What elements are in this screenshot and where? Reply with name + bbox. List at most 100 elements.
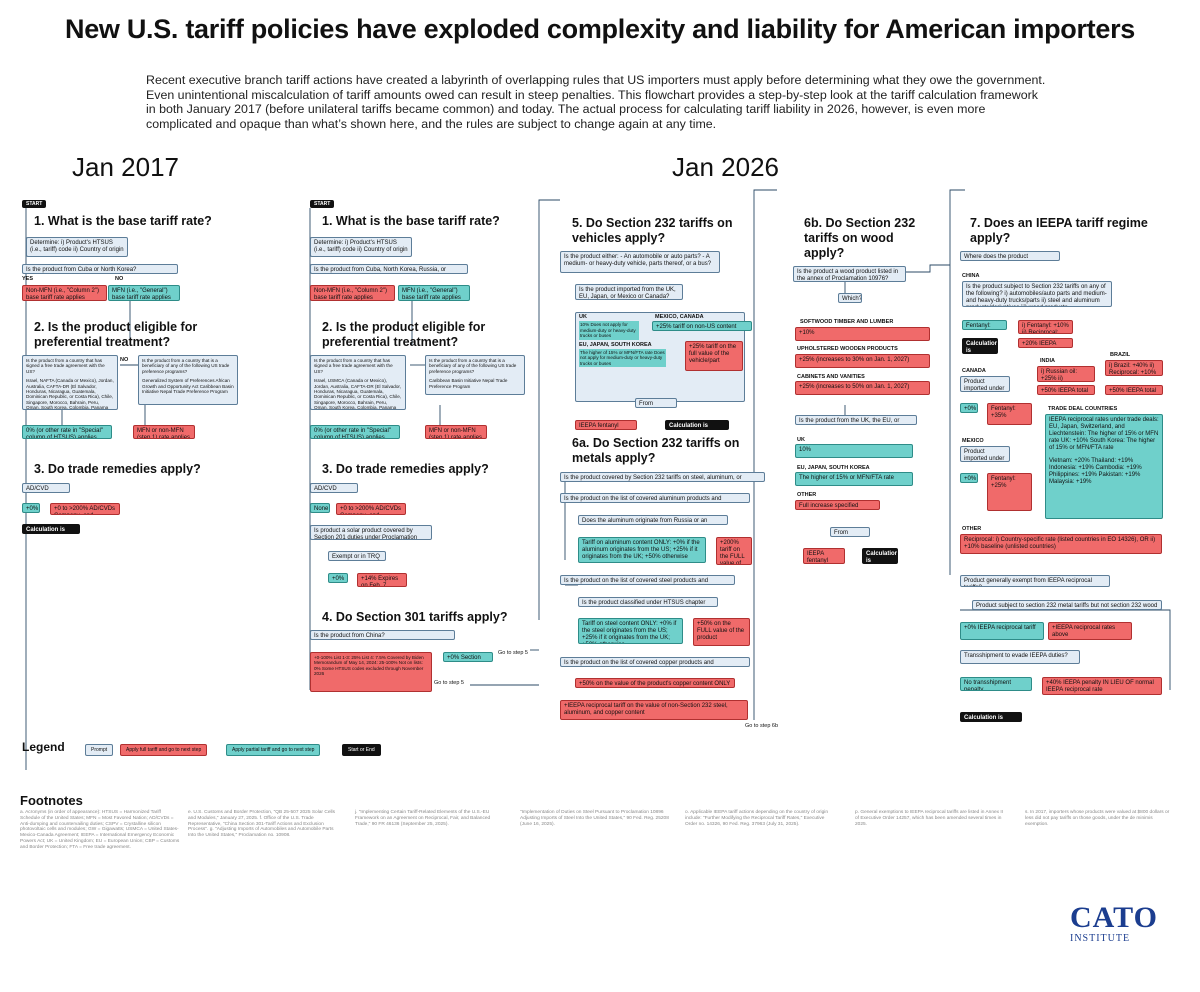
fta-question-2026: Is the product from a country that has s… — [310, 355, 406, 410]
era-2017: Jan 2017 — [72, 152, 179, 182]
step6b-heading: 6b. Do Section 232 tariffs on wood apply… — [804, 216, 916, 260]
brazil-label: BRAZIL — [1110, 352, 1131, 358]
trade-deal-list: Vietnam: +20% Thailand: +19% Indonesia: … — [1049, 458, 1142, 485]
upholstered-rate: +25% (increases to 30% on Jan. 1, 2027) — [795, 354, 930, 368]
preference-program-list: Generalized System of Preferences Africa… — [142, 378, 234, 395]
mfn-step1-rate-2026: MFN or non-MFN (step 1) rate applies — [425, 425, 487, 439]
vehicle-uk-rate: 10% Does not apply for medium-duty or he… — [579, 321, 639, 340]
india-label: INDIA — [1040, 358, 1055, 364]
china-total-rate: +20% IEEPA total — [1018, 338, 1073, 348]
calc-finished-2017: Calculation is finished. — [22, 524, 80, 534]
determine-box-2017: Determine: i) Product's HTSUS (i.e., tar… — [26, 237, 128, 257]
china-calc-finished: Calculation is finished. — [962, 338, 998, 354]
metal-question: Is the product covered by Section 232 ta… — [560, 472, 765, 482]
solar-zero-rate: +0% — [328, 573, 348, 583]
preference-question-text: Is the product from a country that is a … — [429, 358, 517, 374]
footnote-col-4: "Implementation of Duties on Steel Pursu… — [520, 810, 669, 827]
footnote-col-1: a. Acronyms (in order of appearance): HT… — [20, 810, 180, 850]
goto-step5-label: Go to step 5 — [498, 650, 528, 656]
footnote-col-2: e. U.S. Customs and Border Protection, "… — [188, 810, 336, 839]
mexico-zero-rate: +0% — [960, 473, 978, 483]
vehicle-full-rate: +25% tariff on the full value of the veh… — [685, 341, 743, 371]
wood-question: Is the product a wood product listed in … — [793, 266, 906, 282]
ch72-question: Is the product classified under HTSUS ch… — [578, 597, 718, 607]
origin-question: Where does the product originate? — [960, 251, 1060, 261]
wood-other-label: OTHER — [797, 492, 817, 498]
step4-2026-heading: 4. Do Section 301 tariffs apply? — [322, 610, 508, 624]
solar-14-rate: +14% Expires on Feb. 7, 2026 — [357, 573, 407, 587]
cuba-question-2017: Is the product from Cuba or North Korea? — [22, 264, 178, 274]
cabinets-label: CABINETS AND VANITIES — [797, 374, 865, 380]
no-penalty: No transshipment penalty — [960, 677, 1032, 691]
footnote-col-6: p. General exemptions to IEEPA reciproca… — [855, 810, 1004, 827]
china-question-301: Is the product from China? — [310, 630, 455, 640]
adcvd-rate-2026: +0 to >200% AD/CVDs Company- and product… — [336, 503, 406, 515]
aluminum-content-rate: Tariff on aluminum content ONLY: +0% if … — [578, 537, 706, 563]
vehicle-question: Is the product either: - An automobile o… — [560, 251, 720, 273]
step2-2026-heading: 2. Is the product eligible for preferent… — [322, 320, 486, 349]
footnotes-title: Footnotes — [20, 793, 83, 808]
china-fentanyl-rate: Fentanyl: +10% — [962, 320, 1007, 330]
steel-full-rate: +50% on the FULL value of the product — [693, 618, 750, 646]
wood-uk-label: UK — [797, 437, 805, 443]
preference-program-list: Caribbean Basin Initiative Nepal Trade P… — [429, 378, 508, 389]
steel-content-rate: Tariff on steel content ONLY: +0% if the… — [578, 618, 683, 644]
vehicle-eu-label: EU, JAPAN, SOUTH KOREA — [579, 341, 652, 348]
footnote-col-7: s. In 2017, importers whose products wer… — [1025, 810, 1170, 827]
trade-deal-panel: IEEPA reciprocal rates under trade deals… — [1045, 414, 1163, 519]
legend-partial: Apply partial tariff and go to next step — [226, 744, 321, 756]
brazil-rate: i) Brazil: +40% ii) Reciprocal: +10% — [1105, 360, 1163, 376]
canada-label: CANADA — [962, 368, 986, 374]
cato-logo: CATO INSTITUTE — [1070, 903, 1158, 945]
cato-sub: INSTITUTE — [1070, 933, 1131, 944]
no-label: NO — [120, 357, 129, 363]
steel-list-question: Is the product on the list of covered st… — [560, 575, 735, 585]
step7-heading: 7. Does an IEEPA tariff regime apply? — [970, 216, 1148, 245]
india-rate: i) Russian oil: +25% ii) Reciprocal: +25… — [1037, 366, 1095, 382]
zero-rate-2017: +0% — [22, 503, 40, 513]
copper-rate: +50% on the value of the product's coppe… — [575, 678, 735, 688]
legend-title: Legend — [22, 740, 65, 754]
solar-question: Is product a solar product covered by Se… — [310, 525, 432, 540]
china-fent-recip-rate: i) Fentanyl: +10% ii) Reciprocal: +10% — [1018, 320, 1073, 334]
step1-2026-heading: 1. What is the base tariff rate? — [322, 214, 500, 228]
wood-eu-rate: The higher of 15% or MFN/FTA rate — [795, 472, 913, 486]
step3-2017-heading: 3. Do trade remedies apply? — [34, 462, 201, 476]
non-mfn-rate-2026: Non-MFN (i.e., "Column 2") base tariff r… — [310, 285, 395, 301]
fta-question-text: Is the product from a country that has s… — [314, 358, 393, 374]
vehicle-origin-question: Is the product imported from the UK, EU,… — [575, 284, 683, 300]
special-rate-2026: 0% (or other rate in "Special" column of… — [310, 425, 400, 439]
non-mfn-rate-2017: Non-MFN (i.e., "Column 2") base tariff r… — [22, 285, 107, 301]
aluminum-list-question: Is the product on the list of covered al… — [560, 493, 750, 503]
which-wood-question: Which? — [838, 293, 862, 303]
goto-step5-label-2: Go to step 5 — [434, 680, 464, 686]
metal-wood-question: Product subject to section 232 metal tar… — [972, 600, 1162, 610]
fta-country-list: Israel, USMCA (Canada or Mexico), Jordan… — [314, 378, 402, 410]
other-reciprocal-rate: Reciprocal: i) Country-specific rate (li… — [960, 534, 1162, 554]
step2-2017-heading: 2. Is the product eligible for preferent… — [34, 320, 198, 349]
softwood-label: SOFTWOOD TIMBER AND LUMBER — [800, 319, 894, 325]
zero-ieepa-rate: +0% IEEPA reciprocal tariff — [960, 622, 1044, 640]
era-2026: Jan 2026 — [672, 152, 779, 182]
preference-question-2017: Is the product from a country that is a … — [138, 355, 238, 405]
step1-2017-heading: 1. What is the base tariff rate? — [34, 214, 212, 228]
legend-terminal: Start or End — [342, 744, 381, 756]
adcvd-question-2017: AD/CVD orders? — [22, 483, 70, 493]
vehicle-eu-rate: The higher of 15% or MFN/FTA rate Does n… — [579, 349, 666, 368]
preference-question-2026: Is the product from a country that is a … — [425, 355, 525, 395]
determine-box-2026: Determine: i) Product's HTSUS (i.e., tar… — [310, 237, 412, 257]
wood-china-question: From China? — [830, 527, 870, 537]
ieepa-non232-rate: +IEEPA reciprocal tariff on the value of… — [560, 700, 748, 720]
ieepa-reciprocal-rate: +IEEPA reciprocal rates above — [1048, 622, 1132, 640]
mexico-fentanyl-rate: Fentanyl: +25% — [987, 473, 1032, 511]
trade-deal-label: TRADE DEAL COUNTRIES — [1048, 406, 1118, 412]
canada-zero-rate: +0% — [960, 403, 978, 413]
transshipment-question: Transshipment to evade IEEPA duties? — [960, 650, 1080, 664]
wood-other-rate: Full increase specified above — [795, 500, 880, 510]
softwood-rate: +10% — [795, 327, 930, 341]
upholstered-label: UPHOLSTERED WOODEN PRODUCTS — [797, 346, 898, 352]
wood-eu-label: EU, JAPAN, SOUTH KOREA — [797, 465, 870, 471]
adcvd-question-2026: AD/CVD orders? — [310, 483, 358, 493]
start-2017: START — [22, 200, 47, 208]
mexico-usmca-question: Product imported under USMCA? — [960, 446, 1010, 462]
